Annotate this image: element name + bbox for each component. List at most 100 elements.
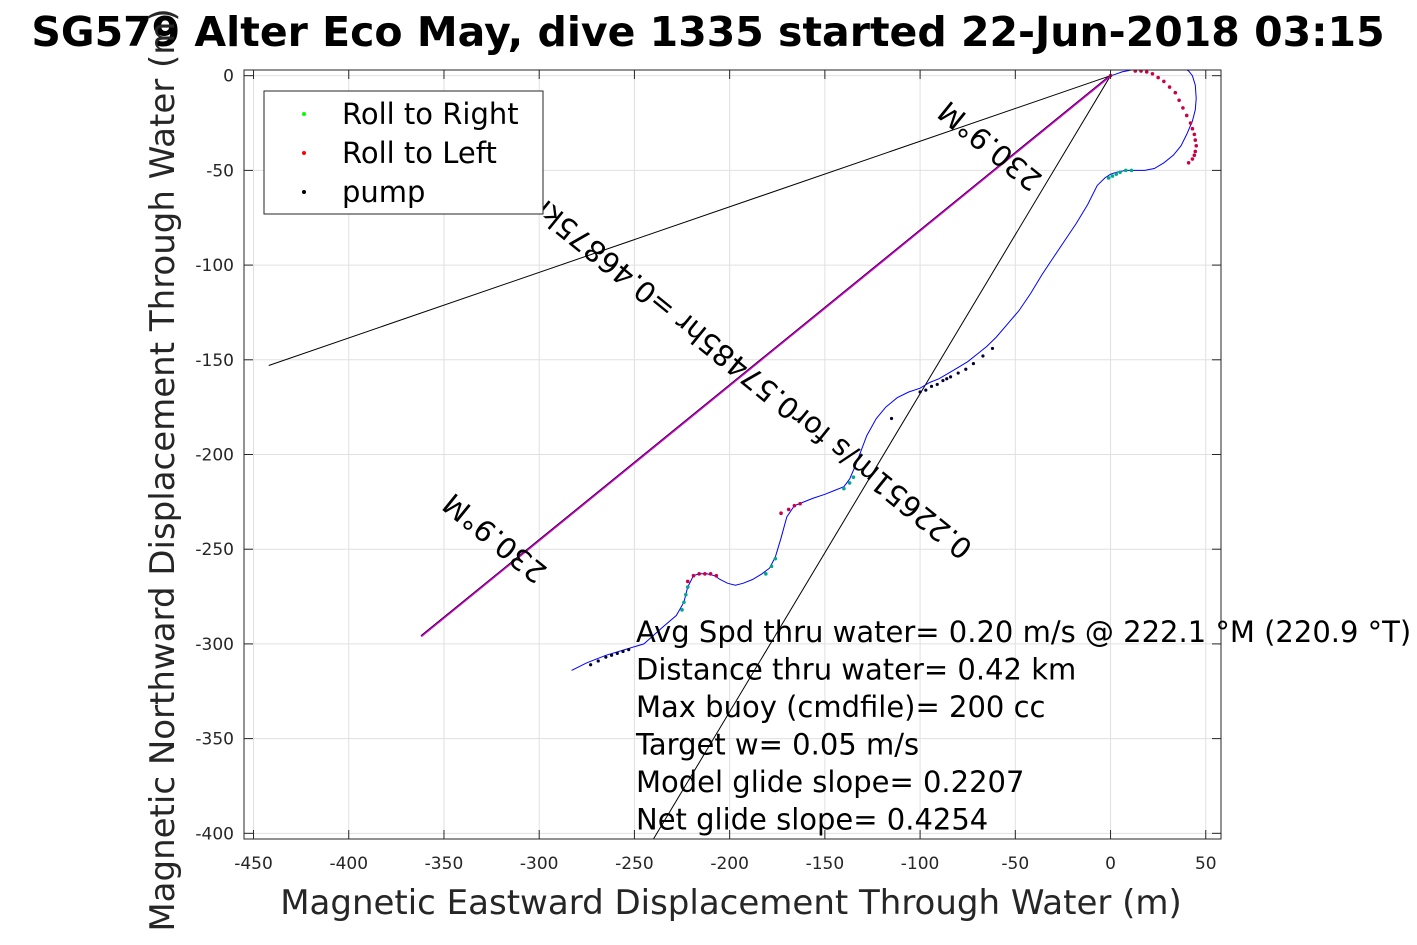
roll-left-point xyxy=(1156,75,1160,80)
roll-left-point xyxy=(1167,85,1172,89)
x-tick-label: -150 xyxy=(806,854,845,874)
roll-right-point xyxy=(1106,176,1111,180)
pump-point xyxy=(596,659,600,663)
pump-point xyxy=(609,653,614,657)
x-tick-label: 0 xyxy=(1105,854,1116,874)
cone-line xyxy=(653,75,1111,839)
roll-left-point xyxy=(1194,143,1199,148)
stats-line: Target w= 0.05 m/s xyxy=(635,728,919,762)
pump-point xyxy=(589,663,593,667)
roll-left-point xyxy=(1190,126,1195,131)
y-tick-label: 0 xyxy=(223,67,234,87)
roll-left-point xyxy=(703,572,707,576)
grid xyxy=(244,70,1221,839)
roll-left-point xyxy=(1133,70,1138,73)
plot-layer xyxy=(268,70,1199,839)
chart-title: SG579 Alter Eco May, dive 1335 started 2… xyxy=(31,8,1384,56)
roll-right-point xyxy=(1114,172,1119,176)
y-tick-label: -150 xyxy=(195,351,234,371)
y-tick-label: -300 xyxy=(195,635,234,655)
legend-label: Roll to Left xyxy=(342,136,497,170)
roll-right-point xyxy=(851,475,856,480)
roll-left-point xyxy=(1190,157,1195,161)
roll-left-point xyxy=(685,579,690,584)
legend: Roll to Right Roll to Left pump xyxy=(263,90,544,215)
roll-right-point xyxy=(764,572,768,576)
roll-left-point xyxy=(798,501,802,506)
roll-right-point xyxy=(684,592,688,597)
stats-line: Model glide slope= 0.2207 xyxy=(636,765,1024,799)
roll-left-point xyxy=(1192,132,1197,137)
x-tick-label: -450 xyxy=(234,854,273,874)
roll-left-point xyxy=(714,573,719,578)
stats-line: Max buoy (cmdfile)= 200 cc xyxy=(636,690,1045,724)
x-tick-label: -250 xyxy=(615,854,654,874)
roll-left-point xyxy=(1150,71,1155,76)
roll-left-point xyxy=(786,507,791,512)
stats-line: Net glide slope= 0.4254 xyxy=(636,803,988,837)
roll-right-point xyxy=(1118,170,1122,175)
pump-point xyxy=(924,388,928,392)
cone-line xyxy=(268,75,1111,366)
roll-right-point xyxy=(1110,174,1115,178)
roll-left-point xyxy=(1144,70,1149,74)
pump-point xyxy=(971,361,976,366)
legend-label: pump xyxy=(342,175,425,209)
pump-point xyxy=(929,384,934,388)
pump-point xyxy=(941,379,945,383)
x-tick-label: -350 xyxy=(425,854,464,874)
stats-line: Avg Spd thru water= 0.20 m/s @ 222.1 °M … xyxy=(636,615,1411,649)
roll-right-point xyxy=(1129,168,1134,173)
legend-marker xyxy=(302,190,306,194)
roll-left-point xyxy=(1173,90,1178,95)
roll-left-point xyxy=(1162,79,1166,84)
roll-right-point xyxy=(769,564,774,569)
y-tick-label: -100 xyxy=(195,256,234,276)
x-tick-label: -400 xyxy=(329,854,368,874)
roll-left-point xyxy=(1177,98,1181,103)
pump-point xyxy=(935,382,939,387)
legend-label: Roll to Right xyxy=(342,97,519,131)
pump-point xyxy=(621,649,625,654)
pump-point xyxy=(956,371,960,375)
pump-point xyxy=(945,377,949,381)
x-tick-label: -200 xyxy=(710,854,749,874)
x-tick-label: 50 xyxy=(1195,854,1217,874)
roll-right-point xyxy=(682,600,686,605)
y-tick-label: -350 xyxy=(195,730,234,750)
stats-line: Distance thru water= 0.42 km xyxy=(636,653,1076,687)
x-tick-label: -300 xyxy=(520,854,559,874)
x-tick-label: -50 xyxy=(1001,854,1029,874)
roll-left-point xyxy=(697,572,701,576)
y-tick-label: -400 xyxy=(195,824,234,844)
roll-left-point xyxy=(708,572,713,576)
roll-left-point xyxy=(1188,121,1193,125)
x-tick-label: -100 xyxy=(901,854,940,874)
y-tick-label: -250 xyxy=(195,540,234,560)
roll-right-point xyxy=(680,608,684,612)
legend-marker xyxy=(302,112,306,116)
roll-left-point xyxy=(779,511,783,516)
pump-point xyxy=(615,651,619,655)
roll-left-point xyxy=(792,503,797,508)
pump-point xyxy=(918,390,922,394)
roll-left-point xyxy=(1193,138,1198,142)
glider-track-line xyxy=(571,70,1197,671)
y-tick-label: -200 xyxy=(195,446,234,466)
roll-right-point xyxy=(773,556,778,561)
roll-left-point xyxy=(691,573,696,578)
roll-left-point xyxy=(1186,161,1191,165)
pump-point xyxy=(948,375,953,379)
roll-right-point xyxy=(842,486,846,491)
current-vector-line xyxy=(420,74,1112,638)
roll-left-point xyxy=(1192,153,1197,158)
pump-point xyxy=(990,346,995,351)
y-tick-label: -50 xyxy=(206,161,234,181)
roll-right-point xyxy=(1123,168,1128,173)
pump-point xyxy=(889,416,894,421)
roll-left-point xyxy=(1184,113,1189,118)
pump-point xyxy=(964,367,968,371)
pump-point xyxy=(627,647,631,652)
current-vector-edge xyxy=(420,74,1111,636)
